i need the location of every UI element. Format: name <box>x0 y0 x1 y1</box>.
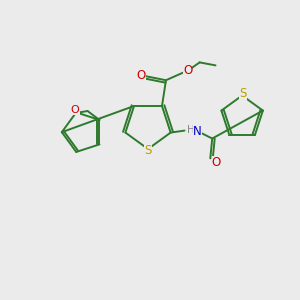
Text: S: S <box>144 145 152 158</box>
Text: O: O <box>71 105 80 116</box>
Text: N: N <box>193 125 202 138</box>
Text: O: O <box>212 156 221 169</box>
Text: O: O <box>136 69 146 82</box>
Text: O: O <box>183 64 192 77</box>
Text: S: S <box>239 87 247 100</box>
Text: H: H <box>187 124 194 135</box>
